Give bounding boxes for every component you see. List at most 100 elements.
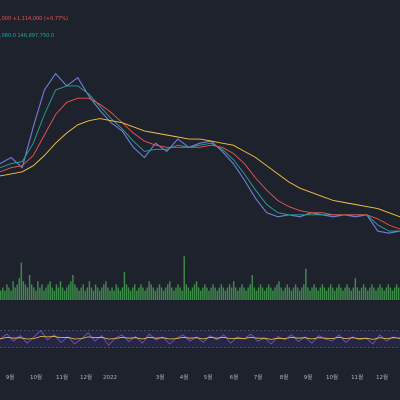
volume-bar [140,284,142,301]
volume-bar [150,284,152,301]
volume-bar [113,290,115,301]
volume-bar [127,287,130,300]
volume-bar [45,287,47,300]
volume-bar [47,284,49,301]
rsi-panel [0,330,400,348]
volume-bar [61,287,64,300]
volume-bar [14,287,16,300]
volume-bar [43,290,45,301]
volume-bar [265,287,268,300]
volume-bar [119,290,122,301]
volume-bar [181,290,183,301]
volume-bar [22,281,25,300]
x-tick-label: 6월 [230,373,239,381]
volume-bar [204,284,206,301]
x-tick-label: 9월 [304,373,313,381]
volume-bar [96,287,99,300]
volume-bar [294,284,297,301]
volume-bar [325,290,328,301]
volume-bar [331,287,334,300]
header-line-1: ,000 +1,114,000 (+0.77%) [0,16,68,22]
volume-bar [329,284,332,301]
volume-bar [175,287,177,300]
volume-bar [197,287,200,300]
volume-bar [247,287,249,300]
volume-bar [98,290,101,301]
volume-bar [274,287,276,300]
volume-bar [313,284,315,301]
volume-bar [177,284,179,301]
rsi-signal-line [0,336,400,340]
volume-bar [117,287,119,300]
volume-bar [334,290,336,301]
volume-bar [393,287,396,300]
volume-bar [212,284,214,301]
volume-bar [245,290,247,301]
volume-bar [342,290,344,301]
volume-bar [375,290,377,301]
volume-bar [189,290,192,301]
volume-bar [154,290,157,301]
volume-bar [367,290,369,301]
volume-bar [344,287,346,300]
volume-bar [37,281,39,300]
x-axis: 9월 10월 11월 12월 2022 3월 4월 5월 6월 7월 8월 9월 10월 11월 12월 [6,373,388,381]
ma-mid-line [0,97,400,230]
volume-bar [249,284,251,301]
volume-bar [354,278,357,301]
volume-bar [142,287,144,300]
volume-bar [364,287,367,300]
volume-bar [276,284,278,301]
x-tick-label: 11월 [351,373,363,381]
volume-bar [303,284,305,301]
volume-bar [317,290,319,301]
volume-bar [284,287,286,300]
x-tick-label: 12월 [376,373,388,381]
volume-bar [74,284,76,301]
rsi-band [0,330,400,348]
volume-bar [12,281,14,300]
volume-bar [109,290,111,301]
volume-bar [214,287,216,300]
volume-bar [319,287,322,300]
volume-bar [208,290,210,301]
volume-bar [251,275,253,300]
volume-bar [323,287,326,300]
volume-bar [360,287,363,300]
volume-bar [292,287,295,300]
volume-bar [39,287,41,300]
volume-bar [162,290,165,301]
volume-bar [103,284,105,301]
volume-bar [216,290,218,301]
x-tick-label: 2022 [103,375,117,381]
volume-bar [63,290,66,301]
ma-long-line [0,118,400,218]
volume-bar [187,287,190,300]
volume-bar [379,284,381,301]
volume-bar [263,290,266,301]
volume-bar [183,256,185,300]
volume-bar [307,287,309,300]
volume-bar [156,287,159,300]
x-tick-label: 7월 [254,373,263,381]
volume-bar [241,284,243,301]
volume-bar [152,287,155,300]
volume-bar [356,287,359,300]
rsi-line [0,330,400,346]
volume-bar [278,281,280,300]
volume-bar [169,281,171,300]
volume-bar [298,290,301,301]
x-tick-label: 10월 [30,373,42,381]
volume-bar [24,284,27,301]
x-tick-label: 3월 [156,373,165,381]
volume-bar [107,287,109,300]
volume-bar [185,284,188,301]
volume-bar [191,287,194,300]
volume-bar [311,287,313,300]
x-tick-label: 8월 [280,373,289,381]
volume-bar [134,284,136,301]
volume-bar [232,281,235,300]
volume-bar [86,287,89,300]
volume-bar [348,287,350,300]
volume-bar [78,290,80,301]
